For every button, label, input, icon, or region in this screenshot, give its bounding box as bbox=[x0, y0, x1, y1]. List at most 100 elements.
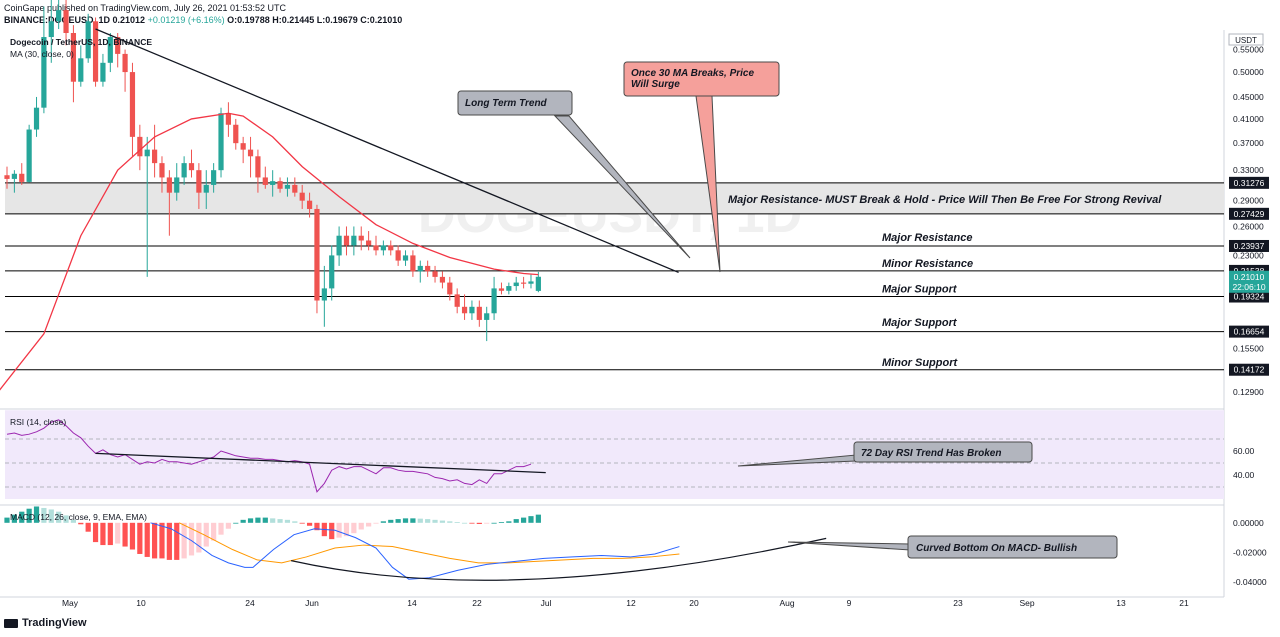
callout-box[interactable] bbox=[623, 61, 780, 97]
candle-body[interactable] bbox=[306, 200, 313, 209]
macd-histogram-bar[interactable] bbox=[233, 522, 239, 524]
macd-histogram-bar[interactable] bbox=[70, 519, 77, 523]
candle-body[interactable] bbox=[358, 235, 364, 241]
macd-histogram-bar[interactable] bbox=[181, 522, 187, 559]
candle-body[interactable] bbox=[528, 281, 534, 284]
macd-line[interactable] bbox=[150, 522, 680, 580]
candle-body[interactable] bbox=[225, 113, 231, 125]
macd-histogram-bar[interactable] bbox=[417, 518, 423, 523]
candle-body[interactable] bbox=[395, 250, 401, 261]
macd-histogram-bar[interactable] bbox=[211, 522, 217, 541]
macd-histogram-bar[interactable] bbox=[498, 522, 505, 523]
macd-histogram-bar[interactable] bbox=[152, 522, 158, 559]
macd-histogram-bar[interactable] bbox=[196, 522, 202, 553]
macd-histogram-bar[interactable] bbox=[513, 519, 519, 523]
macd-histogram-bar[interactable] bbox=[380, 521, 386, 523]
candle-body[interactable] bbox=[439, 276, 446, 283]
macd-histogram-bar[interactable] bbox=[343, 522, 350, 537]
candle-body[interactable] bbox=[373, 245, 379, 251]
candle-body[interactable] bbox=[92, 21, 99, 82]
macd-histogram-bar[interactable] bbox=[240, 519, 246, 523]
macd-histogram-bar[interactable] bbox=[521, 517, 527, 523]
rsi-trendline[interactable] bbox=[95, 452, 546, 474]
macd-histogram-bar[interactable] bbox=[314, 522, 320, 531]
candle-body[interactable] bbox=[85, 21, 91, 59]
candle-body[interactable] bbox=[410, 255, 416, 272]
macd-histogram-bar[interactable] bbox=[100, 522, 106, 546]
macd-histogram-bar[interactable] bbox=[137, 522, 143, 554]
macd-histogram-bar[interactable] bbox=[484, 522, 490, 524]
candle-body[interactable] bbox=[417, 265, 423, 272]
macd-histogram-bar[interactable] bbox=[373, 522, 379, 524]
macd-histogram-bar[interactable] bbox=[358, 522, 364, 530]
macd-histogram-bar[interactable] bbox=[469, 522, 475, 524]
macd-histogram-bar[interactable] bbox=[203, 522, 209, 547]
macd-histogram-bar[interactable] bbox=[491, 522, 497, 524]
brand-name[interactable]: TradingView bbox=[22, 617, 87, 629]
macd-histogram-bar[interactable] bbox=[159, 522, 165, 559]
candle-body[interactable] bbox=[247, 149, 254, 157]
macd-histogram-bar[interactable] bbox=[92, 522, 99, 543]
candle-body[interactable] bbox=[129, 72, 136, 137]
macd-histogram-bar[interactable] bbox=[129, 522, 136, 550]
macd-histogram-bar[interactable] bbox=[19, 511, 25, 523]
candle-body[interactable] bbox=[513, 282, 519, 287]
macd-histogram-bar[interactable] bbox=[432, 519, 438, 523]
macd-histogram-bar[interactable] bbox=[78, 522, 84, 525]
candle-body[interactable] bbox=[402, 255, 409, 261]
macd-histogram-bar[interactable] bbox=[461, 522, 468, 524]
macd-histogram-bar[interactable] bbox=[506, 521, 512, 523]
candle-body[interactable] bbox=[56, 10, 62, 22]
macd-histogram-bar[interactable] bbox=[299, 522, 305, 524]
candle-body[interactable] bbox=[70, 33, 77, 82]
macd-histogram-bar[interactable] bbox=[270, 518, 276, 523]
macd-histogram-bar[interactable] bbox=[329, 522, 335, 540]
candle-body[interactable] bbox=[454, 294, 460, 307]
macd-histogram-bar[interactable] bbox=[174, 522, 180, 560]
candle-body[interactable] bbox=[122, 53, 128, 73]
macd-histogram-bar[interactable] bbox=[402, 518, 409, 523]
candle-body[interactable] bbox=[484, 313, 490, 320]
candle-body[interactable] bbox=[498, 288, 505, 291]
candle-body[interactable] bbox=[506, 286, 512, 291]
macd-histogram-bar[interactable] bbox=[56, 511, 62, 523]
macd-histogram-bar[interactable] bbox=[107, 522, 113, 546]
candle-body[interactable] bbox=[19, 173, 25, 182]
candle-body[interactable] bbox=[447, 282, 453, 295]
candle-body[interactable] bbox=[188, 163, 195, 171]
macd-histogram-bar[interactable] bbox=[395, 519, 401, 523]
candle-body[interactable] bbox=[33, 107, 40, 130]
macd-histogram-bar[interactable] bbox=[26, 508, 32, 523]
candle-body[interactable] bbox=[491, 288, 497, 314]
candle-body[interactable] bbox=[211, 170, 217, 185]
candle-body[interactable] bbox=[100, 62, 106, 82]
macd-histogram-bar[interactable] bbox=[292, 521, 298, 523]
candle-body[interactable] bbox=[336, 235, 342, 256]
candle-body[interactable] bbox=[181, 163, 187, 178]
candle-body[interactable] bbox=[366, 240, 372, 246]
candle-body[interactable] bbox=[284, 184, 291, 189]
macd-signal-line[interactable] bbox=[178, 522, 680, 564]
candle-body[interactable] bbox=[432, 271, 438, 277]
macd-histogram-bar[interactable] bbox=[284, 519, 291, 523]
long-term-trendline[interactable] bbox=[95, 28, 679, 274]
candle-body[interactable] bbox=[137, 136, 143, 157]
macd-histogram-bar[interactable] bbox=[122, 522, 128, 547]
macd-histogram-bar[interactable] bbox=[439, 520, 446, 523]
macd-histogram-bar[interactable] bbox=[366, 522, 372, 527]
macd-histogram-bar[interactable] bbox=[388, 519, 394, 523]
macd-histogram-bar[interactable] bbox=[225, 522, 231, 529]
macd-histogram-bar[interactable] bbox=[41, 507, 47, 523]
macd-histogram-bar[interactable] bbox=[4, 517, 10, 523]
macd-histogram-bar[interactable] bbox=[33, 506, 40, 523]
macd-histogram-bar[interactable] bbox=[48, 509, 54, 523]
callout-box[interactable] bbox=[853, 441, 1033, 463]
macd-histogram-bar[interactable] bbox=[336, 522, 342, 538]
candle-body[interactable] bbox=[461, 306, 468, 314]
macd-histogram-bar[interactable] bbox=[351, 522, 357, 534]
callout-box[interactable] bbox=[907, 535, 1118, 559]
rsi-line[interactable] bbox=[6, 419, 532, 493]
candle-body[interactable] bbox=[203, 184, 209, 193]
candle-body[interactable] bbox=[174, 177, 180, 193]
candle-body[interactable] bbox=[521, 282, 527, 284]
